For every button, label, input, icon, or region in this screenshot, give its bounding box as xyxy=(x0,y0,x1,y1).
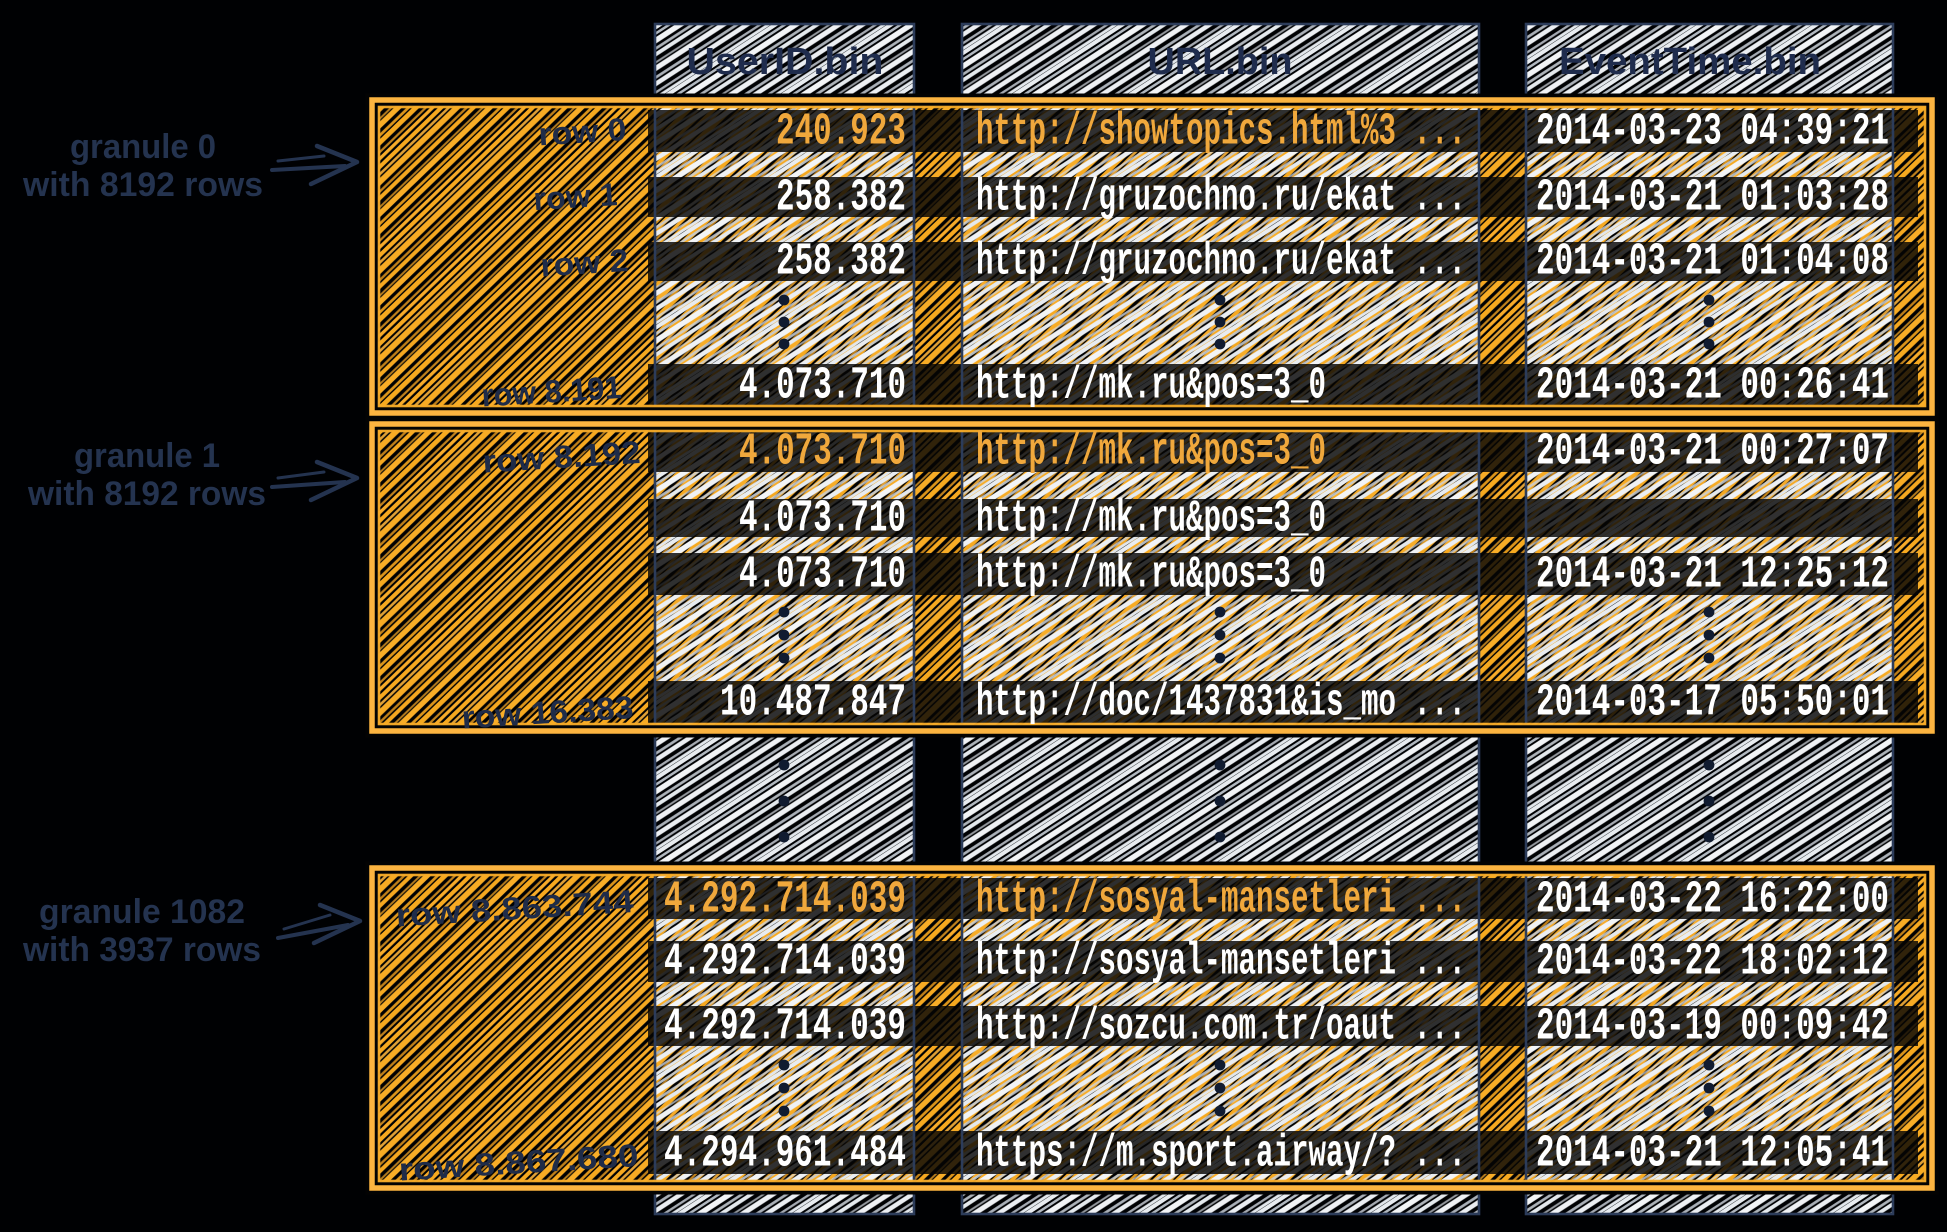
svg-text:4.292.714.039: 4.292.714.039 xyxy=(664,875,906,926)
svg-text:4.292.714.039: 4.292.714.039 xyxy=(664,937,906,988)
svg-text:258.382: 258.382 xyxy=(776,237,906,288)
svg-text:4.294.961.484: 4.294.961.484 xyxy=(664,1129,906,1180)
svg-text:with 8192 rows: with 8192 rows xyxy=(27,475,266,513)
svg-text:UserID.bin: UserID.bin xyxy=(687,41,884,83)
svg-text:row 0: row 0 xyxy=(537,111,627,152)
svg-text:4.292.714.039: 4.292.714.039 xyxy=(664,1002,906,1053)
svg-text:http://mk.ru&pos=3_0: http://mk.ru&pos=3_0 xyxy=(976,427,1326,478)
svg-text:10.487.847: 10.487.847 xyxy=(720,678,906,729)
svg-text:2014-03-17 05:50:01: 2014-03-17 05:50:01 xyxy=(1536,678,1889,729)
svg-text:2014-03-21 01:04:08: 2014-03-21 01:04:08 xyxy=(1536,237,1889,288)
svg-text:2014-03-21 12:05:41: 2014-03-21 12:05:41 xyxy=(1536,1129,1889,1180)
svg-text:http://sosyal-mansetleri ...: http://sosyal-mansetleri ... xyxy=(976,937,1466,988)
svg-text:2014-03-21 12:25:12: 2014-03-21 12:25:12 xyxy=(1536,550,1889,601)
svg-text:https://m.sport.airway/? ...: https://m.sport.airway/? ... xyxy=(976,1129,1466,1180)
svg-text:4.073.710: 4.073.710 xyxy=(739,494,906,545)
svg-text:2014-03-21 01:03:28: 2014-03-21 01:03:28 xyxy=(1536,173,1889,224)
svg-text:granule 0: granule 0 xyxy=(70,128,216,166)
svg-text:with 3937 rows: with 3937 rows xyxy=(22,931,261,969)
svg-text:http://showtopics.html%3 ...: http://showtopics.html%3 ... xyxy=(976,107,1466,158)
svg-text:2014-03-21 00:26:41: 2014-03-21 00:26:41 xyxy=(1536,361,1889,412)
svg-text:http://mk.ru&pos=3_0: http://mk.ru&pos=3_0 xyxy=(976,361,1326,412)
svg-text:4.073.710: 4.073.710 xyxy=(739,427,906,478)
svg-text:2014-03-22 16:22:00: 2014-03-22 16:22:00 xyxy=(1536,875,1889,926)
svg-text:http://mk.ru&pos=3_0: http://mk.ru&pos=3_0 xyxy=(976,550,1326,601)
svg-text:row 2: row 2 xyxy=(539,242,629,283)
svg-text:4.073.710: 4.073.710 xyxy=(739,550,906,601)
svg-text:http://mk.ru&pos=3_0: http://mk.ru&pos=3_0 xyxy=(976,494,1326,545)
svg-text:with 8192 rows: with 8192 rows xyxy=(22,166,263,204)
svg-text:http://gruzochno.ru/ekat ...: http://gruzochno.ru/ekat ... xyxy=(976,173,1466,224)
svg-text:240.923: 240.923 xyxy=(776,107,906,158)
svg-text:granule 1082: granule 1082 xyxy=(39,893,245,931)
svg-text:2014-03-19 00:09:42: 2014-03-19 00:09:42 xyxy=(1536,1002,1889,1053)
svg-text:4.073.710: 4.073.710 xyxy=(739,361,906,412)
svg-text:2014-03-22 18:02:12: 2014-03-22 18:02:12 xyxy=(1536,937,1889,988)
svg-text:row 1: row 1 xyxy=(532,176,618,217)
svg-text:258.382: 258.382 xyxy=(776,173,906,224)
svg-text:2014-03-21 00:27:07: 2014-03-21 00:27:07 xyxy=(1536,427,1889,478)
svg-text:URL.bin: URL.bin xyxy=(1148,41,1293,83)
svg-text:2014-03-23 04:39:21: 2014-03-23 04:39:21 xyxy=(1536,107,1889,158)
svg-text:row 8.191: row 8.191 xyxy=(480,369,622,413)
svg-text:EventTime.bin: EventTime.bin xyxy=(1559,41,1821,83)
svg-text:http://doc/1437831&is_mo ...: http://doc/1437831&is_mo ... xyxy=(976,678,1466,729)
svg-text:http://sosyal-mansetleri ...: http://sosyal-mansetleri ... xyxy=(976,875,1466,926)
svg-text:http://gruzochno.ru/ekat ...: http://gruzochno.ru/ekat ... xyxy=(976,237,1466,288)
svg-text:granule 1: granule 1 xyxy=(74,437,220,475)
svg-text:http://sozcu.com.tr/oaut ...: http://sozcu.com.tr/oaut ... xyxy=(976,1002,1466,1053)
